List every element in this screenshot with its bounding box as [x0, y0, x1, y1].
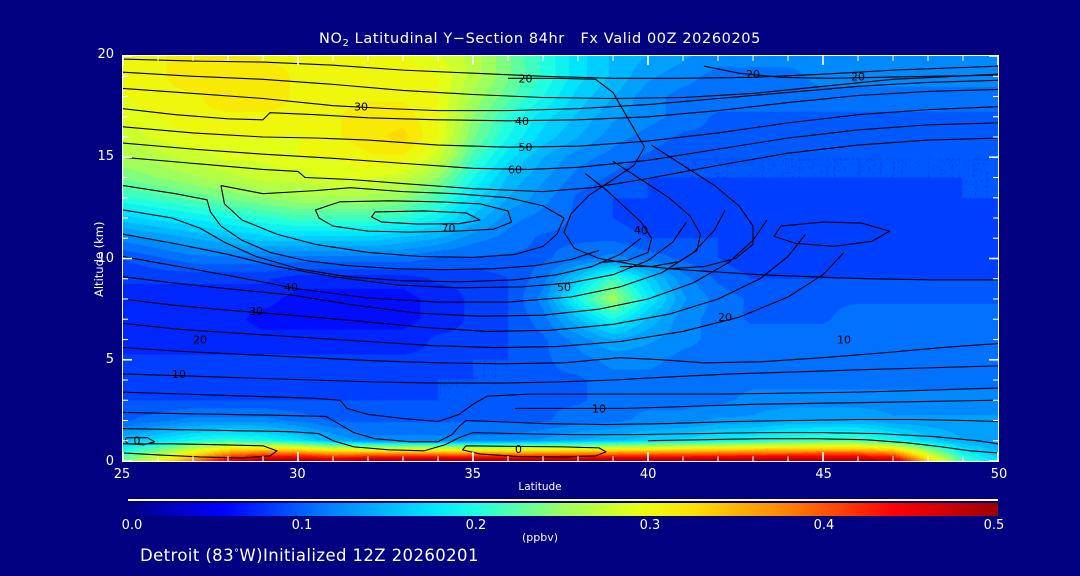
contour-line	[584, 172, 653, 264]
contour-label: 50	[557, 281, 571, 294]
contour-line	[123, 88, 998, 122]
contour-line	[123, 185, 600, 271]
colorbar-tick-label: 0.2	[465, 518, 487, 533]
contour-label: 10	[592, 402, 606, 415]
contour-line	[123, 137, 998, 193]
contour-line	[123, 58, 998, 79]
contour-label: 20	[519, 72, 533, 85]
degree-symbol: °	[233, 548, 240, 559]
contour-label: 20	[851, 70, 865, 83]
colorbar-tick-label: 0.5	[983, 518, 1005, 533]
contour-label: 10	[172, 368, 186, 381]
colorbar-tick-label: 0.0	[121, 518, 143, 533]
contour-line	[123, 219, 768, 317]
contour-line	[773, 221, 891, 247]
contour-line	[123, 343, 998, 365]
contour-line	[123, 71, 998, 100]
contour-line	[703, 65, 998, 79]
contour-line	[123, 106, 998, 148]
x-tick-label: 25	[113, 467, 131, 482]
contour-line	[651, 144, 754, 270]
y-tick-label: 20	[97, 47, 114, 62]
cross-section-plot: 20 30 40 50 60 70 40 50 40 30 20 20 20 20 10 10 10 0 0	[122, 55, 999, 462]
axis-tick-marks	[123, 56, 998, 461]
contour-line	[123, 428, 998, 452]
contour-line	[123, 365, 998, 384]
x-tick-label: 30	[289, 467, 306, 482]
x-tick-label: 40	[639, 467, 657, 482]
contour-label: 40	[515, 115, 529, 128]
y-tick-label: 0	[105, 454, 114, 469]
contour-line	[508, 77, 998, 281]
contour-label: 20	[193, 333, 207, 346]
contour-line	[123, 387, 998, 423]
contour-line	[123, 209, 726, 303]
contour-line	[612, 160, 702, 268]
x-axis-label: Latitude	[518, 481, 562, 493]
contour-line	[123, 411, 998, 443]
contour-label: 30	[354, 101, 368, 114]
chart-title-species: NO	[319, 31, 343, 47]
station-footer: Detroit (83°W)Initialized 12Z 20260201	[140, 546, 479, 565]
contour-label: 40	[284, 281, 298, 294]
y-tick-label: 15	[97, 148, 114, 164]
contour-line	[123, 233, 806, 332]
contour-line	[123, 122, 998, 170]
contour-line	[461, 445, 607, 458]
contour-label: 20	[746, 68, 760, 81]
colorbar-tick-label: 0.3	[639, 518, 661, 533]
contour-line	[220, 185, 565, 259]
footer-pre: Detroit (83	[140, 546, 234, 565]
contour-label: 70	[441, 222, 455, 235]
y-tick-label: 5	[105, 352, 114, 368]
contour-label: 50	[519, 141, 533, 154]
colorbar-tick-label: 0.4	[813, 518, 835, 533]
contour-line	[647, 438, 998, 454]
contour-line	[515, 399, 998, 409]
contour-line-overlay: 20 30 40 50 60 70 40 50 40 30 20 20 20 20 10 10 10 0 0	[123, 58, 998, 459]
contour-label: 0	[515, 443, 522, 456]
contour-line	[123, 209, 642, 283]
contour-line	[314, 200, 513, 233]
contour-line	[123, 443, 278, 459]
y-tick-label: 10	[97, 250, 114, 266]
colorbar-tick-label: 0.1	[291, 518, 313, 533]
contour-label: 20	[718, 311, 732, 324]
colorbar	[128, 503, 998, 516]
chart-title: NO2 Latitudinal Y−Section 84hr Fx Valid …	[0, 31, 1080, 49]
contour-line	[370, 210, 481, 225]
chart-title-subscript: 2	[342, 38, 350, 49]
colorbar-unit-label: (ppbv)	[521, 531, 559, 544]
contour-line	[123, 221, 687, 289]
contour-line	[123, 252, 845, 349]
contour-label: 40	[634, 224, 648, 237]
chart-title-rest: Latitudinal Y−Section 84hr Fx Valid 00Z …	[349, 31, 761, 47]
x-tick-label: 50	[990, 467, 1008, 482]
colorbar-rule	[128, 499, 998, 501]
x-tick-label: 45	[815, 467, 832, 482]
contour-label: 60	[508, 163, 522, 176]
contour-label: 0	[133, 435, 140, 448]
no2-filled-contour-field	[123, 56, 998, 461]
footer-post: W)Initialized 12Z 20260201	[239, 546, 479, 565]
contour-label: 10	[837, 333, 851, 346]
contour-line	[123, 79, 998, 112]
contour-label: 30	[249, 305, 263, 318]
x-tick-label: 35	[464, 467, 482, 482]
